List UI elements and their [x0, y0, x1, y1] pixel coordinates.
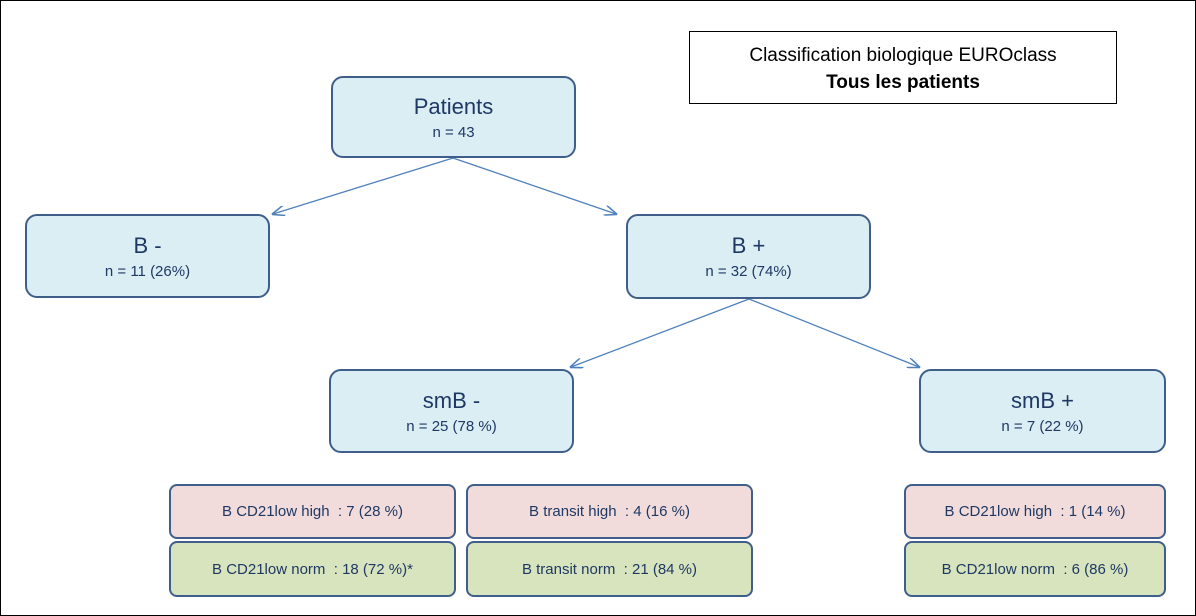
node-label: B -: [133, 232, 162, 258]
node: B + n = 32 (74%): [626, 214, 871, 299]
node-label: smB -: [422, 387, 481, 413]
node-label: B +: [731, 233, 766, 258]
subgroup-norm: B transit norm : 21 (84 %): [466, 541, 753, 597]
arrow: [273, 157, 454, 214]
node-detail: n = 7 (22 %): [1001, 417, 1084, 435]
node: Patients n = 43: [331, 76, 576, 158]
node-detail: n = 43: [432, 123, 475, 141]
subgroup-high: B transit high : 4 (16 %): [466, 484, 753, 539]
subgroup-norm: B CD21low norm : 6 (86 %): [904, 541, 1166, 597]
subtitle: Tous les patients: [826, 72, 980, 93]
subgroup-norm: B CD21low norm : 18 (72 %)*: [169, 541, 456, 597]
node-label: Patients: [413, 93, 494, 119]
node-detail: n = 32 (74%): [705, 263, 792, 280]
node-detail: n = 11 (26%): [104, 262, 191, 280]
arrow: [571, 298, 750, 367]
node-detail: n = 25 (78 %): [406, 417, 497, 435]
title: Classification biologique EUROclass: [749, 45, 1057, 66]
node: B - n = 11 (26%): [25, 214, 270, 298]
subgroup-high: B CD21low high : 1 (14 %): [904, 484, 1166, 539]
node: smB - n = 25 (78 %): [329, 369, 574, 453]
subgroup-high: B CD21low high : 7 (28 %): [169, 484, 456, 539]
title-box: Classification biologique EUROclass Tous…: [689, 31, 1117, 104]
node: smB + n = 7 (22 %): [919, 369, 1166, 453]
arrow: [452, 157, 616, 214]
node-label: smB +: [1011, 387, 1074, 413]
arrow: [748, 298, 919, 367]
